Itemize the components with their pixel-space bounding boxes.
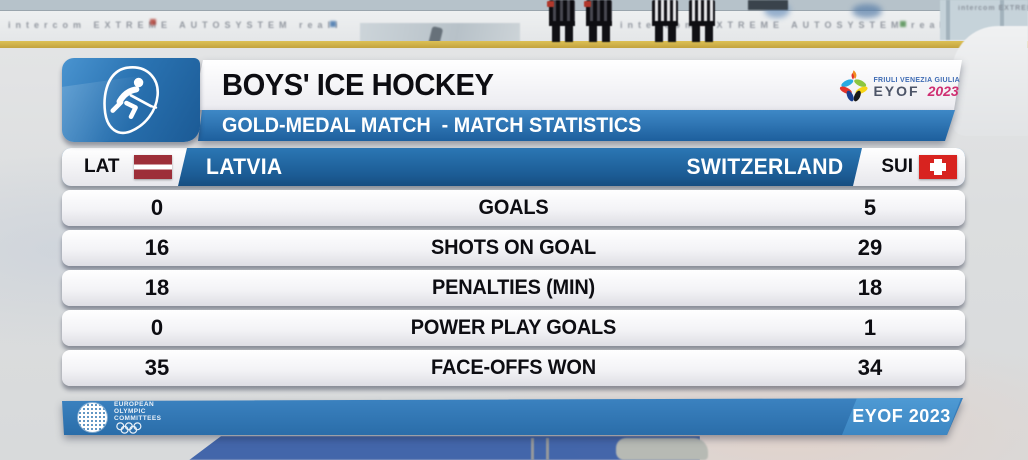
glass-post [1000,0,1004,40]
sponsor-mark [900,21,906,27]
foreground-object-blur [616,438,708,460]
header-title-band [192,60,962,110]
home-value: 35 [144,355,170,380]
match-statistics-panel: BOYS' ICE HOCKEY GOLD-MEDAL MATCH - MATC… [62,58,965,435]
referee-leg [704,26,713,42]
referee-belt [549,21,575,26]
stat-label: POWER PLAY GOALS [410,316,617,339]
sponsor-board-text: intercom EXTREME AUTOSYSTEM realice COCC… [8,20,338,30]
eyof-event-logo: FRIULI VENEZIA GIULIA EYOF 2023 [838,63,960,108]
sponsor-mark [150,19,156,25]
sponsor-board-text: intercom EXTREME AUTOSYSTEM realice COCC… [620,20,950,30]
header-subtitle-band [198,110,955,141]
home-value: 0 [150,315,164,340]
teams-bar: LAT LATVIA SWITZERLAND SUI [62,148,965,186]
referee-armband [584,1,591,7]
referee-leg [667,26,676,42]
referee-torso [549,0,575,22]
footer-bar: EUROPEAN OLYMPIC COMMITTEES EYOF 2023 [62,398,965,435]
away-value: 18 [857,275,883,300]
referee-leg [654,26,663,42]
ice-hockey-player-icon [103,66,159,135]
eyof-star-icon [839,69,868,101]
stat-label: GOALS [478,196,549,219]
eyof-footer-tab: EYOF 2023 [842,398,961,435]
switzerland-flag-icon [919,155,957,179]
page-title: BOYS' ICE HOCKEY [222,67,494,102]
rink-corner-boards [952,26,1028,136]
referee-belt [586,21,612,26]
rink-kickplate [0,41,1028,48]
eyof-footer-label: EYOF 2023 [852,406,951,426]
away-value: 29 [857,235,883,260]
ice-blue-patch [189,436,700,460]
referee-leg [551,26,560,42]
stat-row-power-play-goals: 0 POWER PLAY GOALS 1 [62,310,965,346]
eoc-logo: EUROPEAN OLYMPIC COMMITTEES [78,401,172,434]
glass-post [946,0,950,40]
olympic-rings-icon [116,422,142,434]
crowd-blur [852,4,882,18]
home-team-name: LATVIA [206,154,283,179]
eyof-year-label: 2023 [927,82,959,99]
home-value: 0 [150,195,164,220]
stat-row-face-offs-won: 35 FACE-OFFS WON 34 [62,350,965,386]
referee-figure [689,0,715,42]
stat-label: PENALTIES (MIN) [431,276,596,299]
eoc-organization-label: EUROPEAN OLYMPIC COMMITTEES [114,401,162,422]
away-team-code: SUI [881,156,913,177]
eyof-region-label: FRIULI VENEZIA GIULIA [873,76,960,84]
referee-leg [691,26,700,42]
away-value: 5 [863,195,877,220]
referee-figure [652,0,678,42]
referee-torso [586,0,612,22]
tripod-leg [546,438,549,460]
boards-gate [748,0,788,10]
referee-torso [652,0,678,22]
referee-figure [547,0,575,42]
referee-leg [564,26,573,42]
referee-armband [547,1,554,7]
eyof-event-label: EYOF [873,82,920,99]
sponsor-mark [330,21,336,27]
referee-belt [689,21,715,26]
referee-leg [601,26,610,42]
stat-row-shots-on-goal: 16 SHOTS ON GOAL 29 [62,230,965,266]
stat-row-penalties: 18 PENALTIES (MIN) 18 [62,270,965,306]
home-value: 16 [144,235,170,260]
away-team-name: SWITZERLAND [686,154,843,179]
home-value: 18 [144,275,170,300]
tripod-leg [531,438,534,460]
stat-label: FACE-OFFS WON [431,356,596,379]
eoc-emblem-icon [78,403,107,432]
page-subtitle: GOLD-MEDAL MATCH - MATCH STATISTICS [222,114,642,137]
stat-label: SHOTS ON GOAL [431,236,596,259]
referee-belt [652,21,678,26]
stat-row-goals: 0 GOALS 5 [62,190,965,226]
sport-icon-panel [62,58,200,142]
sponsor-board-text: intercom EXTREME AUTOSYSTEM realice COCC… [958,5,1028,12]
away-value: 34 [857,355,883,380]
referee-figure [584,0,612,42]
home-team-code: LAT [84,156,120,177]
away-value: 1 [863,315,877,340]
latvia-flag-icon [134,155,172,179]
referee-torso [689,0,715,22]
referee-leg [588,26,597,42]
